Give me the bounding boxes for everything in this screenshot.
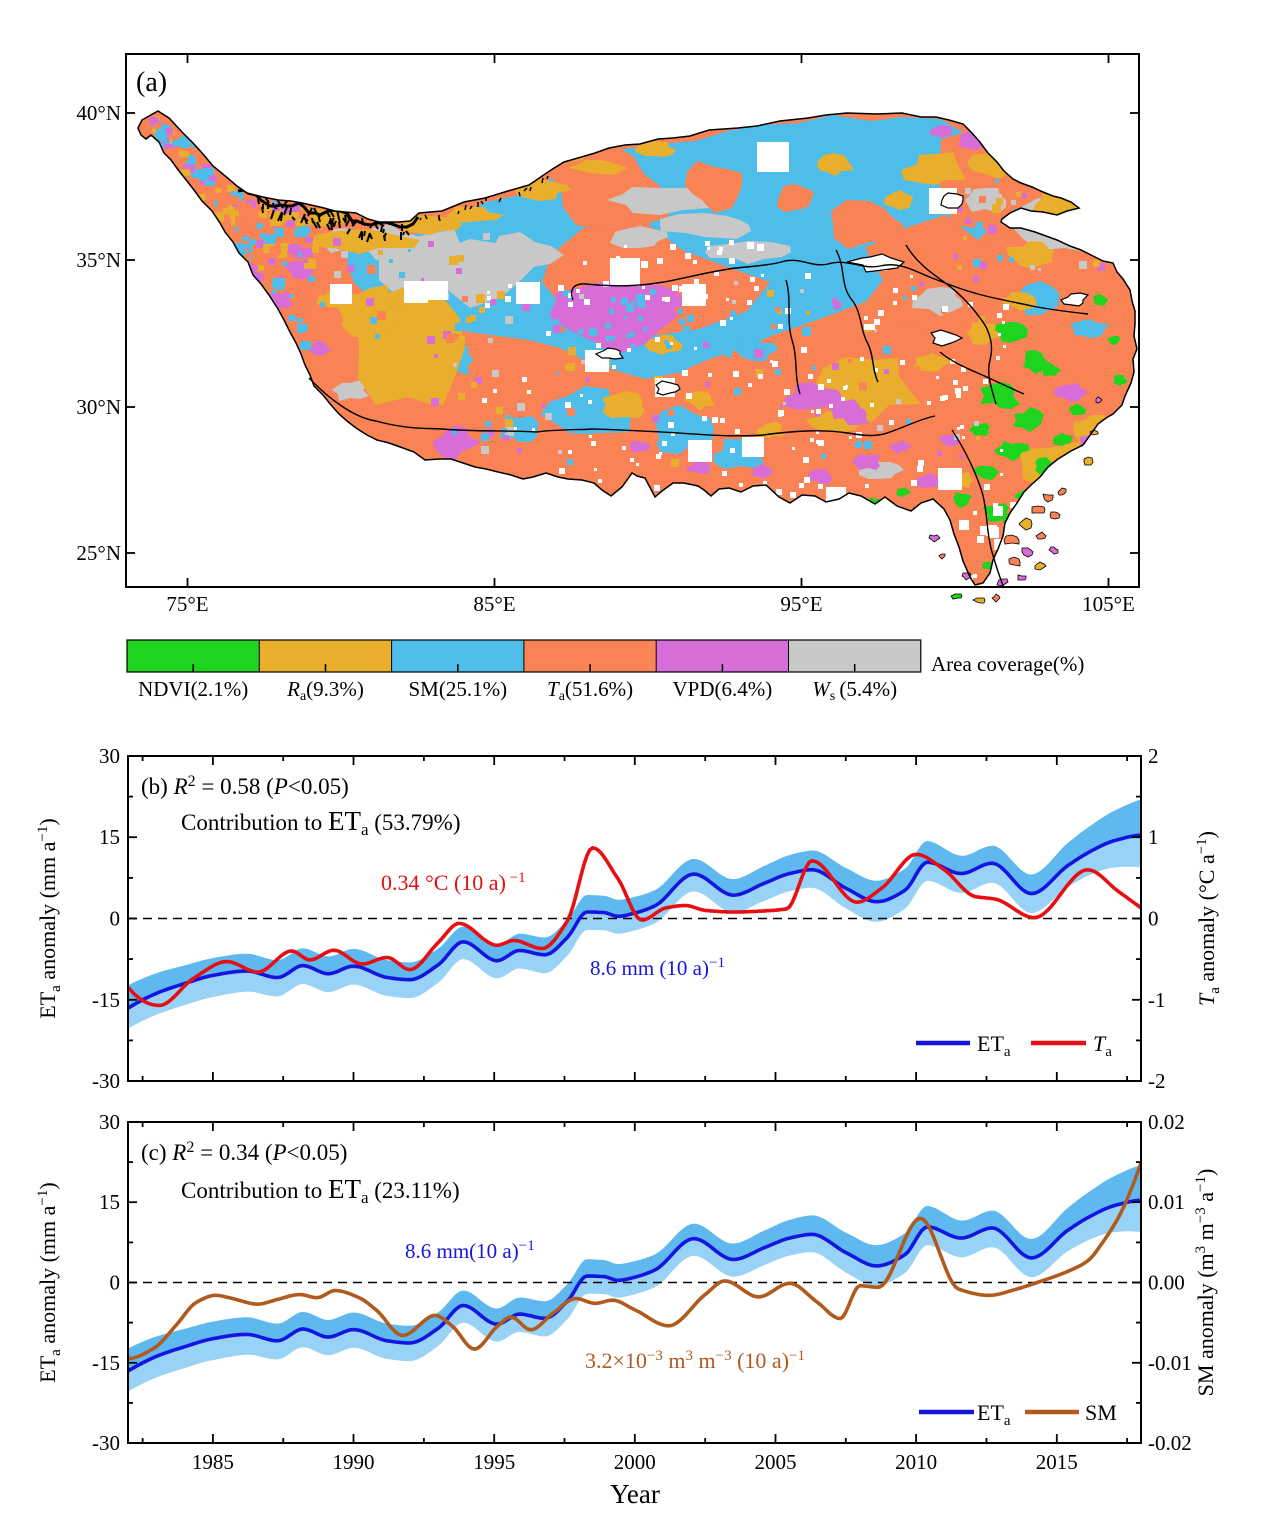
svg-text:Year: Year xyxy=(610,1479,660,1509)
svg-text:1990: 1990 xyxy=(333,1450,375,1474)
svg-text:15: 15 xyxy=(99,1190,120,1214)
svg-text:25°N: 25°N xyxy=(76,541,121,565)
svg-text:2005: 2005 xyxy=(755,1450,797,1474)
svg-text:SM(25.1%): SM(25.1%) xyxy=(409,677,508,701)
svg-text:2: 2 xyxy=(1148,744,1159,768)
svg-text:Area coverage(%): Area coverage(%) xyxy=(931,652,1084,676)
svg-text:VPD(6.4%): VPD(6.4%) xyxy=(673,677,773,701)
svg-text:Ws (5.4%): Ws (5.4%) xyxy=(812,677,897,704)
svg-text:Contribution to ETa (53.79%): Contribution to ETa (53.79%) xyxy=(181,806,460,839)
svg-text:(b) R2 = 0.58 (P<0.05): (b) R2 = 0.58 (P<0.05) xyxy=(141,773,349,799)
svg-text:0: 0 xyxy=(110,1271,121,1295)
svg-text:0.02: 0.02 xyxy=(1148,1110,1185,1134)
svg-text:NDVI(2.1%): NDVI(2.1%) xyxy=(138,677,248,701)
svg-text:2015: 2015 xyxy=(1036,1450,1078,1474)
svg-text:1: 1 xyxy=(1148,825,1159,849)
svg-text:Contribution to ETa (23.11%): Contribution to ETa (23.11%) xyxy=(181,1174,460,1207)
svg-text:Ta(51.6%): Ta(51.6%) xyxy=(547,677,633,704)
svg-text:-2: -2 xyxy=(1148,1069,1166,1093)
svg-text:(a): (a) xyxy=(136,67,167,98)
svg-text:30°N: 30°N xyxy=(76,395,121,419)
svg-text:40°N: 40°N xyxy=(76,101,121,125)
svg-text:Ta anomaly (°C a−1): Ta anomaly (°C a−1) xyxy=(1194,831,1223,1006)
svg-text:85°E: 85°E xyxy=(473,592,515,616)
svg-text:0: 0 xyxy=(110,907,121,931)
svg-text:-0.01: -0.01 xyxy=(1148,1351,1192,1375)
svg-text:8.6 mm (10 a)−1: 8.6 mm (10 a)−1 xyxy=(590,955,725,980)
svg-text:ETa anomaly (mm a−1): ETa anomaly (mm a−1) xyxy=(35,818,64,1018)
svg-text:Ra(9.3%): Ra(9.3%) xyxy=(286,677,364,704)
svg-text:Ta: Ta xyxy=(1093,1031,1112,1060)
svg-text:0: 0 xyxy=(1148,907,1159,931)
svg-text:(c) R2 = 0.34 (P<0.05): (c) R2 = 0.34 (P<0.05) xyxy=(141,1139,347,1165)
svg-text:95°E: 95°E xyxy=(780,592,822,616)
svg-text:SM anomaly (m3 m−3 a−1): SM anomaly (m3 m−3 a−1) xyxy=(1193,1169,1218,1397)
svg-text:0.34 °C (10 a) −1: 0.34 °C (10 a) −1 xyxy=(381,870,526,895)
svg-text:-30: -30 xyxy=(92,1069,120,1093)
svg-text:3.2×10−3 m3 m−3 (10 a)−1: 3.2×10−3 m3 m−3 (10 a)−1 xyxy=(585,1348,805,1373)
svg-text:-1: -1 xyxy=(1148,988,1166,1012)
svg-text:ETa anomaly (mm a−1): ETa anomaly (mm a−1) xyxy=(35,1182,64,1382)
svg-text:-15: -15 xyxy=(92,988,120,1012)
svg-text:SM: SM xyxy=(1085,1400,1117,1425)
svg-text:0.01: 0.01 xyxy=(1148,1190,1185,1214)
svg-text:2010: 2010 xyxy=(895,1450,937,1474)
svg-text:30: 30 xyxy=(99,744,120,768)
svg-text:-0.02: -0.02 xyxy=(1148,1431,1192,1455)
svg-text:30: 30 xyxy=(99,1110,120,1134)
svg-text:35°N: 35°N xyxy=(76,248,121,272)
svg-text:-30: -30 xyxy=(92,1431,120,1455)
svg-text:1995: 1995 xyxy=(473,1450,515,1474)
svg-text:8.6 mm(10 a)−1: 8.6 mm(10 a)−1 xyxy=(405,1238,535,1263)
svg-text:0.00: 0.00 xyxy=(1148,1271,1185,1295)
svg-text:1985: 1985 xyxy=(192,1450,234,1474)
svg-text:15: 15 xyxy=(99,825,120,849)
svg-text:75°E: 75°E xyxy=(166,592,208,616)
svg-text:-15: -15 xyxy=(92,1351,120,1375)
svg-text:105°E: 105°E xyxy=(1082,592,1135,616)
svg-text:2000: 2000 xyxy=(614,1450,656,1474)
